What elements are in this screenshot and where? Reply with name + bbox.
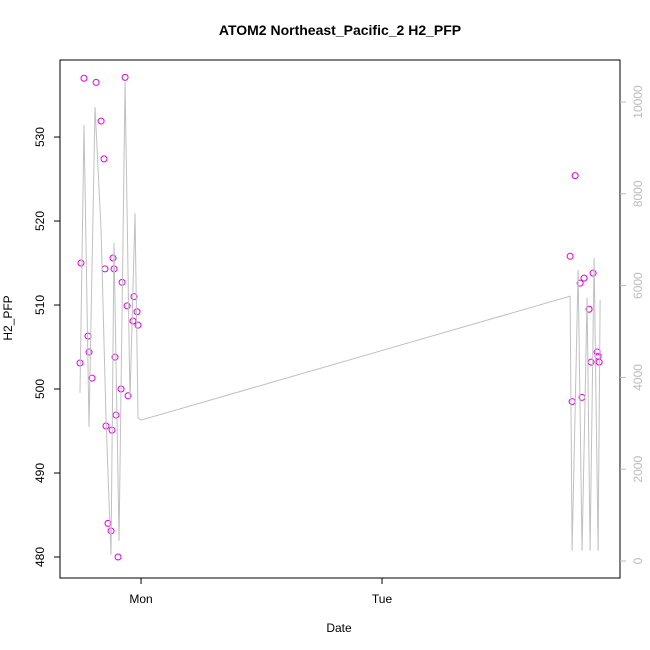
y-tick-label: 490 [33,463,47,483]
x-tick-label: Tue [372,592,393,606]
y2-tick-label: 0 [631,557,645,564]
data-point [97,117,105,125]
data-point [112,411,120,419]
data-point [109,254,117,262]
data-point [589,269,597,277]
chart-title: ATOM2 Northeast_Pacific_2 H2_PFP [219,22,461,38]
data-point [114,553,122,561]
y2-tick-label: 10000 [631,85,645,119]
data-point [585,305,593,313]
y-tick-label: 530 [33,127,47,147]
data-point [566,252,574,260]
x-axis-label: Date [326,621,352,635]
data-point [111,353,119,361]
data-point [92,78,100,86]
data-point [121,73,129,81]
data-point [124,392,132,400]
data-point [77,259,85,267]
data-point [130,293,138,301]
data-point [88,374,96,382]
data-point [576,279,584,287]
y-tick-label: 500 [33,379,47,399]
y2-tick-label: 8000 [631,180,645,207]
data-point [134,321,142,329]
data-point [85,348,93,356]
data-point [129,317,137,325]
plot-frame [59,59,621,579]
x-tick-label: Mon [129,592,152,606]
data-point [571,172,579,180]
y2-tick-label: 6000 [631,272,645,299]
data-point [123,302,131,310]
data-line [79,81,601,556]
y-tick-label: 520 [33,211,47,231]
data-point [80,74,88,82]
y-tick-label: 480 [33,547,47,567]
y2-tick-label: 2000 [631,456,645,483]
data-point [580,274,588,282]
data-point [133,308,141,316]
y-axis-label: H2_PFP [1,295,15,340]
y2-tick-label: 4000 [631,364,645,391]
y-tick-label: 510 [33,295,47,315]
data-point [100,155,108,163]
